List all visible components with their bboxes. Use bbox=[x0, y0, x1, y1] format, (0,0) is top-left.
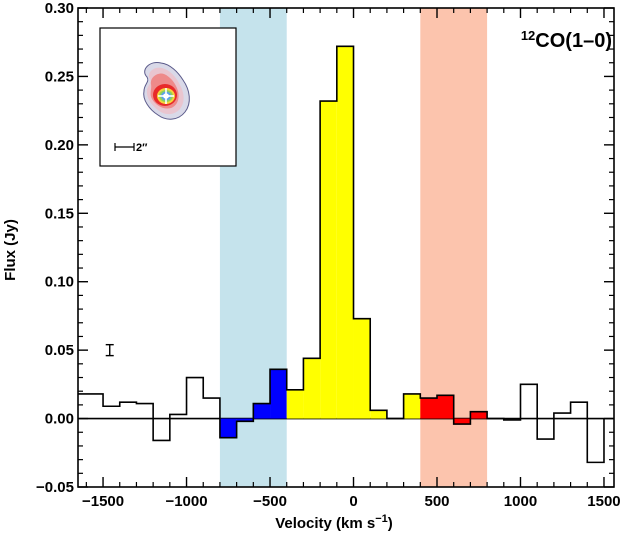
bar-16 bbox=[353, 318, 371, 419]
x-axis-title-main: Velocity (km s bbox=[275, 515, 375, 532]
y-tick-label-0: −0.05 bbox=[36, 479, 74, 496]
title-superscript: 12 bbox=[521, 28, 535, 43]
x-tick-label-4: 500 bbox=[424, 493, 449, 510]
x-axis-title: Velocity (km s−1) bbox=[275, 513, 393, 532]
y-axis-ticks: −0.05 0.00 0.05 0.10 0.15 0.20 0.25 0.30 bbox=[36, 0, 614, 496]
x-tick-label-2: −500 bbox=[253, 493, 287, 510]
histogram-outline bbox=[78, 45, 605, 464]
chart-title: 12CO(1–0) bbox=[521, 28, 612, 52]
title-main: CO(1–0) bbox=[535, 30, 612, 52]
bar-17 bbox=[370, 410, 387, 419]
bar-10 bbox=[253, 403, 271, 419]
y-tick-label-2: 0.05 bbox=[45, 342, 74, 359]
bar-22 bbox=[453, 418, 471, 425]
y-tick-label-6: 0.25 bbox=[45, 68, 74, 85]
y-tick-label-1: 0.00 bbox=[45, 411, 74, 428]
x-tick-label-3: 0 bbox=[349, 493, 357, 510]
error-bar bbox=[105, 343, 114, 357]
bar-15 bbox=[336, 46, 354, 419]
scale-label: 2′′ bbox=[136, 142, 148, 154]
x-tick-label-5: 1000 bbox=[504, 493, 537, 510]
y-axis-title: Flux (Jy) bbox=[2, 219, 19, 281]
x-axis-title-suffix: ) bbox=[388, 515, 393, 532]
y-tick-label-3: 0.10 bbox=[45, 274, 74, 291]
histogram-bars bbox=[219, 46, 488, 438]
bar-20 bbox=[420, 398, 438, 419]
y-tick-label-7: 0.30 bbox=[45, 0, 74, 17]
scale-bar: 2′′ bbox=[114, 142, 148, 154]
bar-8 bbox=[219, 418, 237, 438]
x-tick-label-1: −1000 bbox=[165, 493, 207, 510]
bar-9 bbox=[236, 418, 254, 422]
bar-12 bbox=[286, 389, 304, 419]
y-tick-label-4: 0.15 bbox=[45, 205, 74, 222]
bar-19 bbox=[403, 393, 421, 419]
bar-21 bbox=[437, 395, 454, 419]
plot-frame bbox=[77, 7, 615, 488]
shaded-regions bbox=[219, 8, 488, 487]
x-axis-title-superscript: −1 bbox=[375, 513, 388, 525]
bar-14 bbox=[320, 101, 337, 419]
x-tick-label-0: −1500 bbox=[82, 493, 124, 510]
y-tick-label-5: 0.20 bbox=[45, 137, 74, 154]
x-axis-ticks: −1500 −1000 −500 0 500 1000 1500 bbox=[82, 8, 621, 510]
x-tick-label-6: 1500 bbox=[587, 493, 620, 510]
bar-23 bbox=[470, 411, 488, 419]
bar-11 bbox=[270, 369, 287, 419]
bar-13 bbox=[303, 358, 321, 419]
inset-map: 2′′ bbox=[99, 27, 237, 167]
